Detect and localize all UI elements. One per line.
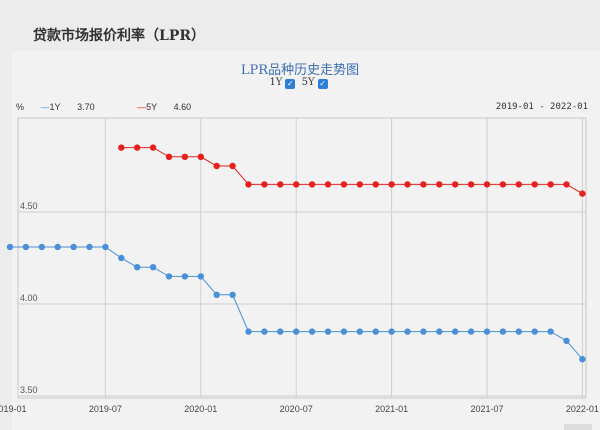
data-point-1y <box>483 328 491 335</box>
data-point-1y <box>324 328 332 335</box>
data-point-5y <box>324 181 332 188</box>
data-point-1y <box>22 243 30 251</box>
data-point-1y <box>499 328 507 335</box>
data-point-1y <box>134 264 141 271</box>
toggle-1y-label: 1Y <box>269 77 283 88</box>
data-point-5y <box>515 181 522 188</box>
data-point-5y <box>134 144 141 151</box>
x-tick-label: 2019-01 <box>0 404 27 414</box>
y-tick-label: 4.00 <box>20 293 38 303</box>
unit-label: % <box>16 102 25 112</box>
data-point-5y <box>245 181 252 188</box>
toggle-5y-checkbox[interactable]: ✓ <box>317 79 328 89</box>
data-point-5y <box>308 181 316 188</box>
page-title: 贷款市场报价利率（LPR） <box>33 28 206 44</box>
legend-5y-swatch: — <box>137 102 147 112</box>
legend-1y-value: 3.70 <box>77 102 95 112</box>
data-point-1y <box>277 328 284 335</box>
x-tick-label: 2021-01 <box>375 404 408 414</box>
data-point-5y <box>372 181 379 188</box>
data-point-5y <box>483 181 491 188</box>
data-point-1y <box>6 243 14 251</box>
data-point-5y <box>149 144 157 151</box>
data-point-5y <box>261 181 268 188</box>
series-toggles: 1Y ✓ 5Y ✓ <box>0 77 600 89</box>
data-point-1y <box>547 328 554 335</box>
data-point-1y <box>149 264 157 271</box>
scrollbar[interactable] <box>564 424 592 430</box>
data-point-5y <box>499 181 507 188</box>
legend-1y-swatch: — <box>40 102 50 112</box>
data-point-1y <box>420 328 427 335</box>
toggle-5y-label: 5Y <box>301 77 315 88</box>
data-point-5y <box>165 153 173 160</box>
data-point-5y <box>420 181 427 188</box>
data-point-1y <box>340 328 348 335</box>
data-point-5y <box>277 181 284 188</box>
data-point-1y <box>388 328 395 335</box>
series-line-5y <box>121 147 583 195</box>
data-point-5y <box>293 181 300 188</box>
toggle-1y-checkbox[interactable]: ✓ <box>285 79 296 89</box>
data-point-1y <box>563 337 570 344</box>
legend-5y-name: 5Y <box>146 102 158 112</box>
data-point-5y <box>229 162 236 170</box>
x-tick-label: 2019-07 <box>89 404 122 414</box>
legend-1y-name: 1Y <box>49 102 61 112</box>
data-point-1y <box>452 328 459 335</box>
data-point-5y <box>404 181 411 188</box>
data-point-5y <box>579 190 586 197</box>
chart-title: LPR品种历史走势图 <box>240 63 360 78</box>
data-point-5y <box>563 181 570 188</box>
data-point-1y <box>102 243 109 251</box>
x-tick-label: 2020-01 <box>184 404 217 414</box>
data-point-1y <box>467 328 475 335</box>
data-point-5y <box>197 153 204 160</box>
y-tick-label: 4.50 <box>20 201 38 211</box>
data-point-1y <box>118 254 125 262</box>
data-point-1y <box>261 328 268 335</box>
data-point-1y <box>54 243 61 251</box>
data-point-5y <box>436 181 443 188</box>
data-point-5y <box>340 181 348 188</box>
plot-frame <box>17 117 587 399</box>
y-tick-label: 3.50 <box>20 385 38 395</box>
data-point-1y <box>404 328 411 335</box>
data-point-1y <box>245 328 252 335</box>
data-point-5y <box>531 181 538 188</box>
x-tick-label: 2020-07 <box>280 404 313 414</box>
data-point-5y <box>547 181 554 188</box>
data-point-1y <box>531 328 538 335</box>
data-point-1y <box>70 243 77 251</box>
x-tick-label: 2022-01 <box>566 404 599 414</box>
data-point-1y <box>229 291 236 298</box>
data-point-1y <box>213 291 220 298</box>
data-point-5y <box>213 162 220 170</box>
data-point-1y <box>165 273 173 280</box>
chart-card <box>12 51 600 430</box>
data-point-5y <box>181 153 189 160</box>
data-point-5y <box>118 144 125 151</box>
data-point-5y <box>388 181 395 188</box>
date-range: 2019-01 - 2022-01 <box>495 102 588 112</box>
data-point-1y <box>86 243 93 251</box>
data-point-1y <box>372 328 379 335</box>
x-tick-label: 2021-07 <box>470 404 503 414</box>
legend-5y-value: 4.60 <box>173 102 192 112</box>
data-point-5y <box>356 181 363 188</box>
data-point-1y <box>356 328 363 335</box>
legend: % —1Y 3.70 —5Y 4.60 <box>16 102 197 112</box>
data-point-5y <box>467 181 475 188</box>
data-point-1y <box>308 328 316 335</box>
data-point-1y <box>197 273 204 280</box>
data-point-1y <box>38 243 45 251</box>
data-point-1y <box>293 328 300 335</box>
data-point-1y <box>181 273 189 280</box>
data-point-1y <box>579 356 586 363</box>
data-point-1y <box>436 328 443 335</box>
data-point-1y <box>515 328 522 335</box>
data-point-5y <box>452 181 459 188</box>
